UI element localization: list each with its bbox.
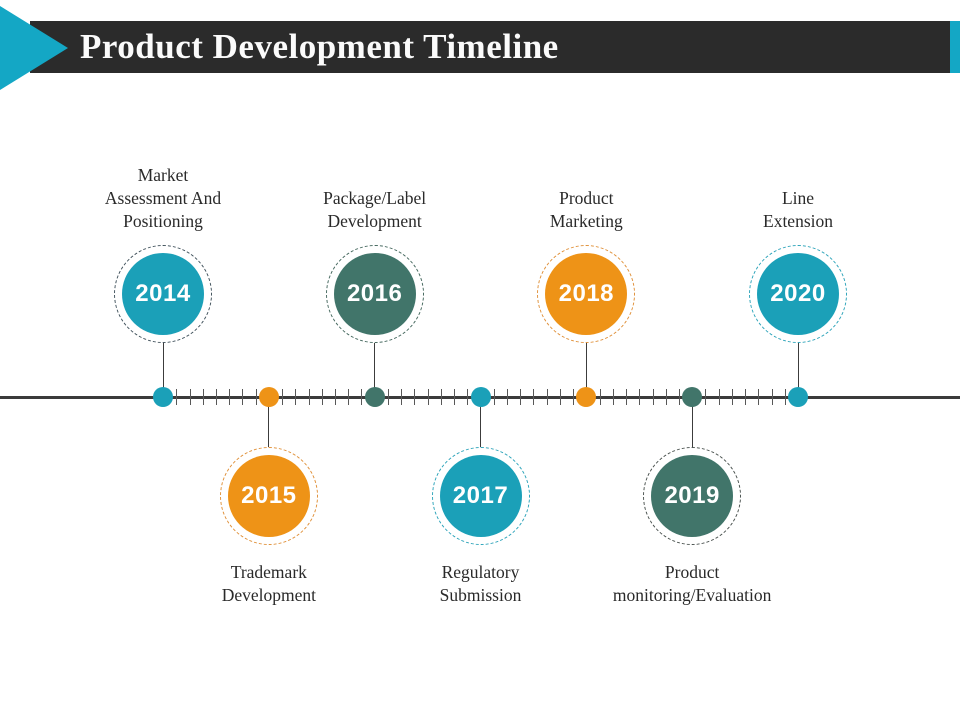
- tick-mark: [533, 389, 535, 405]
- arrow-right-icon: [0, 6, 68, 90]
- tick-mark: [401, 389, 403, 405]
- tick-mark: [626, 389, 627, 405]
- label-line: Extension: [763, 211, 833, 231]
- milestone-circle: 2016: [333, 253, 416, 335]
- milestone-connector: [374, 343, 376, 398]
- tick-mark: [414, 389, 416, 405]
- tick-mark: [493, 389, 495, 405]
- timeline-dot: [576, 387, 597, 407]
- milestone-label: Market Assessment And Positioning: [43, 164, 283, 233]
- tick-mark: [546, 389, 548, 405]
- tick-mark: [229, 389, 231, 405]
- milestone-circle: 2020: [757, 253, 839, 335]
- tick-mark: [665, 389, 667, 405]
- label-line: Market: [137, 165, 189, 185]
- tick-mark: [705, 389, 707, 405]
- milestone-circle: 2015: [227, 455, 310, 537]
- milestone-connector: [797, 343, 799, 398]
- tick-mark: [718, 389, 720, 405]
- timeline-dot: [258, 387, 279, 407]
- milestone-connector: [480, 397, 481, 447]
- tick-mark: [255, 389, 257, 405]
- tick-mark: [639, 389, 641, 405]
- tick-mark: [678, 389, 680, 405]
- tick-mark: [745, 389, 747, 405]
- label-line: Product: [559, 188, 614, 208]
- tick-mark: [295, 389, 297, 405]
- label-line: Assessment And: [104, 188, 222, 208]
- tick-mark: [573, 389, 575, 405]
- tick-mark: [612, 389, 614, 405]
- tick-mark: [731, 389, 733, 405]
- milestone-year: 2019: [664, 482, 720, 509]
- milestone-connector: [162, 343, 164, 398]
- milestone-connector: [691, 397, 693, 447]
- tick-mark: [335, 389, 336, 405]
- tick-mark: [507, 389, 508, 405]
- timeline-dot: [470, 387, 491, 407]
- label-line: Regulatory: [441, 562, 520, 582]
- header-bar: [30, 21, 950, 73]
- tick-mark: [189, 389, 191, 405]
- milestone-year: 2017: [452, 482, 509, 509]
- label-line: Submission: [439, 585, 522, 605]
- tick-mark: [427, 389, 429, 405]
- milestone-label: Product Marketing: [466, 187, 706, 233]
- tick-mark: [559, 389, 561, 405]
- label-line: Product: [664, 562, 720, 582]
- milestone-year: 2016: [346, 280, 403, 307]
- milestone-year: 2018: [558, 280, 615, 307]
- label-line: Line: [781, 188, 815, 208]
- tick-mark: [242, 389, 244, 405]
- milestone-connector: [585, 343, 587, 398]
- label-line: Package/Label: [323, 188, 427, 208]
- label-line: Positioning: [123, 211, 203, 231]
- milestone-circle: 2019: [651, 455, 734, 537]
- tick-mark: [348, 389, 350, 405]
- milestone-label: Trademark Development: [149, 561, 389, 607]
- label-line: Marketing: [549, 211, 623, 231]
- timeline-dot: [682, 387, 703, 407]
- header-accent-bar: [950, 21, 960, 73]
- tick-mark: [440, 389, 442, 405]
- milestone-year: 2020: [770, 280, 826, 307]
- timeline-dot: [788, 387, 808, 407]
- label-line: monitoring/Evaluation: [612, 585, 772, 605]
- label-line: Development: [221, 585, 316, 605]
- page-title: Product Development Timeline: [80, 27, 559, 66]
- milestone-label: Line Extension: [678, 187, 918, 233]
- tick-mark: [784, 389, 786, 405]
- tick-mark: [520, 389, 522, 405]
- tick-mark: [454, 389, 455, 405]
- tick-mark: [387, 389, 389, 405]
- milestone-label: Package/Label Development: [255, 187, 495, 233]
- label-line: Trademark: [230, 562, 307, 582]
- milestone-circle: 2017: [439, 455, 522, 537]
- tick-mark: [202, 389, 204, 405]
- tick-mark: [176, 389, 178, 405]
- milestone-label: Product monitoring/Evaluation: [572, 561, 812, 607]
- tick-mark: [282, 389, 284, 405]
- tick-mark: [599, 389, 601, 405]
- tick-mark: [467, 389, 469, 405]
- tick-mark: [771, 389, 773, 405]
- milestone-year: 2014: [135, 280, 191, 307]
- tick-mark: [758, 389, 760, 405]
- milestone-circle: 2014: [122, 253, 204, 335]
- milestone-connector: [268, 397, 270, 447]
- tick-mark: [308, 389, 310, 405]
- milestone-label: Regulatory Submission: [361, 561, 601, 607]
- tick-mark: [652, 389, 654, 405]
- timeline-dot: [364, 387, 385, 407]
- milestone-year: 2015: [241, 482, 297, 509]
- timeline-dot: [153, 387, 173, 407]
- tick-mark: [361, 389, 363, 405]
- milestone-circle: 2018: [545, 253, 628, 335]
- tick-mark: [215, 389, 217, 405]
- label-line: Development: [327, 211, 422, 231]
- tick-mark: [321, 389, 323, 405]
